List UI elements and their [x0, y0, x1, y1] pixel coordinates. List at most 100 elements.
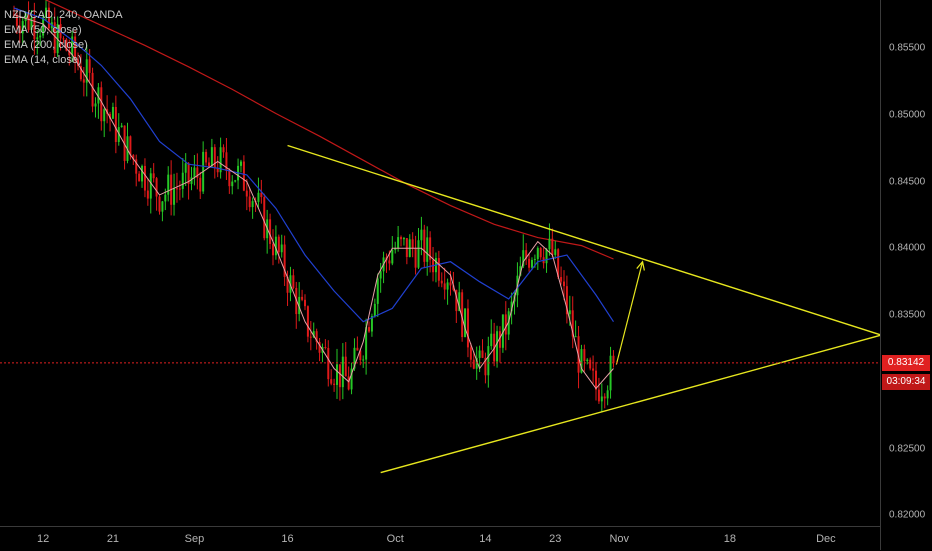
candle-body [132, 155, 135, 160]
candle [161, 200, 164, 222]
candle-body [196, 167, 199, 178]
candle [501, 314, 504, 353]
candle [237, 158, 240, 190]
candle-body [397, 237, 400, 249]
candle [528, 253, 531, 272]
candle [452, 271, 455, 292]
candle-body [312, 331, 315, 338]
candle-body [231, 181, 234, 187]
candle-body [484, 357, 487, 376]
candle [423, 224, 426, 269]
candle-body [437, 258, 440, 281]
candle-body [158, 196, 161, 212]
current-price-badge: 0.83142 [882, 354, 930, 371]
candle [36, 30, 39, 55]
candle [592, 355, 595, 384]
candle [225, 137, 228, 180]
candle-body [245, 190, 248, 197]
candle [347, 366, 350, 391]
candle-body [30, 17, 33, 30]
candle [280, 234, 283, 258]
time-tick: Nov [609, 533, 630, 545]
candle-body [405, 238, 408, 257]
candle [199, 171, 202, 199]
candle-body [458, 292, 461, 312]
ema-200-line [44, 0, 614, 260]
candle [426, 226, 429, 276]
price-axis[interactable]: 0.85500 0.85000 0.84500 0.84000 0.83500 … [880, 0, 932, 550]
candle-body [609, 355, 612, 391]
candle-body [318, 341, 321, 353]
candle [595, 362, 597, 401]
candle [434, 252, 437, 283]
candle-body [545, 249, 548, 264]
candle [437, 250, 440, 287]
candle [135, 154, 138, 187]
candle-body [257, 192, 260, 202]
candle-body [333, 383, 336, 385]
candle-body [79, 66, 82, 80]
candle-body [481, 350, 484, 358]
candle [181, 158, 184, 198]
arrow-shaft [615, 261, 644, 365]
candle-body [373, 303, 376, 316]
candle-body [271, 243, 274, 256]
candle-body [199, 177, 202, 192]
candle-body [446, 282, 449, 290]
candle-body [143, 165, 146, 191]
legend-ema-50: EMA (50, close) [4, 24, 82, 36]
candle [257, 177, 260, 209]
candle-body [109, 113, 112, 119]
candle [109, 111, 112, 132]
candle-body [370, 315, 373, 332]
candle [414, 235, 417, 275]
candle [111, 102, 114, 120]
candle [178, 180, 181, 201]
candle-body [391, 249, 394, 264]
candle [362, 355, 365, 368]
candle-body [149, 173, 152, 199]
candle-body [248, 196, 251, 208]
candle-body [350, 368, 353, 390]
candle-body [394, 248, 397, 250]
candle-body [368, 327, 371, 332]
candle-body [443, 283, 446, 290]
candle-body [612, 355, 615, 363]
candle [277, 234, 280, 264]
time-axis[interactable]: 12 21 Sep 16 Oct 14 23 Nov 18 Dec [0, 526, 880, 551]
candle [71, 31, 74, 63]
candle-body [330, 379, 333, 384]
candle-body [560, 277, 563, 282]
candle-body [205, 151, 208, 163]
candle [117, 113, 120, 146]
candle-body [496, 331, 499, 362]
candle-body [222, 147, 225, 153]
candle [202, 141, 205, 194]
candle-body [324, 346, 327, 349]
candle-body [85, 59, 88, 83]
candle-body [68, 50, 71, 56]
candle-body [565, 286, 568, 315]
time-tick: 23 [549, 533, 562, 545]
candle [222, 144, 225, 158]
candle [97, 83, 100, 119]
candle [385, 253, 388, 273]
candle-body [33, 17, 36, 40]
candle [47, 2, 50, 31]
candle-body [571, 310, 574, 337]
candle-body [175, 188, 178, 190]
candle-body [82, 79, 85, 83]
candle [143, 158, 146, 198]
candle [464, 308, 467, 338]
candle-body [65, 39, 68, 51]
candle-body [478, 350, 481, 358]
candle [597, 377, 600, 404]
candle [493, 322, 496, 367]
candle-body [423, 229, 426, 262]
candle-body [341, 356, 344, 388]
candle-body [414, 248, 417, 268]
candle [490, 319, 493, 350]
candle-body [464, 308, 467, 338]
candle-body [449, 282, 452, 286]
